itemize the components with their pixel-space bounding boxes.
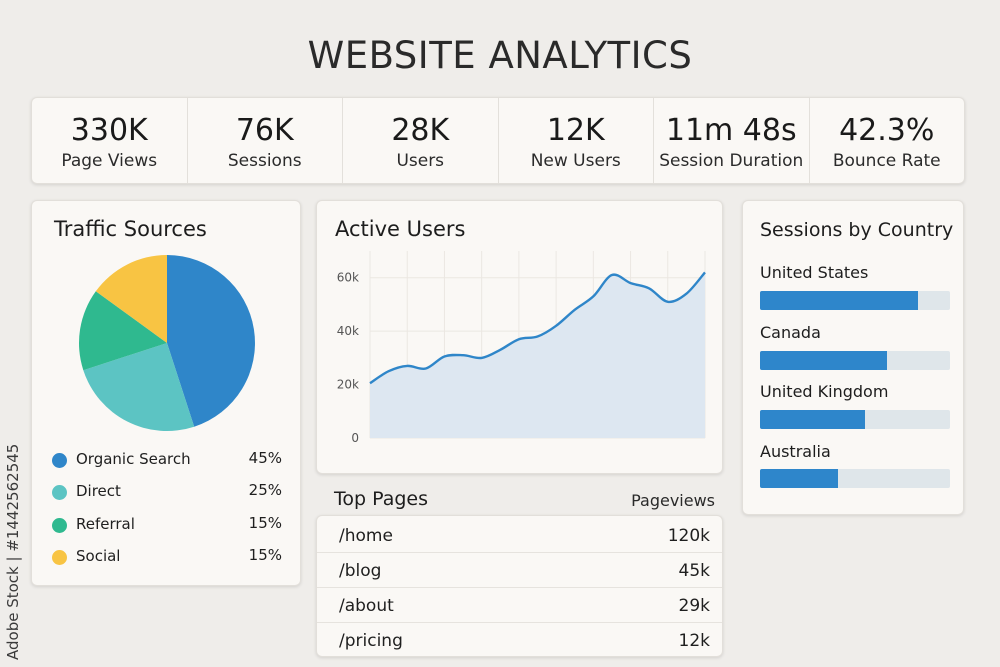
page-title: WEBSITE ANALYTICS <box>307 34 693 77</box>
kpi-page-views[interactable]: 330K Page Views <box>32 98 188 183</box>
traffic-pie-chart <box>79 255 255 431</box>
pie-slice-direct[interactable] <box>83 343 195 431</box>
top-pages-table: /home 120k /blog 45k /about 29k /pricing… <box>316 515 723 657</box>
table-row[interactable]: /blog 45k <box>317 553 722 588</box>
kpi-value: 28K <box>391 113 450 148</box>
country-label: Canada <box>760 323 821 342</box>
page-views: 45k <box>678 561 710 581</box>
traffic-sources-card: Traffic Sources Organic Search 45% Direc… <box>31 200 301 586</box>
legend-percent: 25% <box>248 481 282 499</box>
pie-slice-referral[interactable] <box>79 291 167 371</box>
country-bar-fill <box>760 291 918 310</box>
page-views: 120k <box>667 526 710 546</box>
country-label: United States <box>760 263 869 282</box>
active-users-chart: 0 20k 40k 60k <box>337 251 706 445</box>
kpi-session-duration[interactable]: 11m 48s Session Duration <box>654 98 810 183</box>
legend-item-organic-search[interactable]: Organic Search 45% <box>52 449 282 471</box>
y-tick-label: 40k <box>337 324 359 338</box>
active-users-area <box>370 272 705 438</box>
legend-label: Social <box>76 547 121 565</box>
y-tick-label: 60k <box>337 271 359 285</box>
kpi-label: Bounce Rate <box>832 151 941 171</box>
kpi-value: 11m 48s <box>665 113 797 148</box>
country-bar-united-kingdom[interactable] <box>760 410 950 429</box>
page-path: /home <box>339 526 393 546</box>
country-bar-fill <box>760 410 865 429</box>
legend-swatch <box>52 518 67 533</box>
kpi-label: Page Views <box>61 151 158 171</box>
kpi-new-users[interactable]: 12K New Users <box>499 98 654 183</box>
page-path: /about <box>339 596 394 616</box>
country-bar-fill <box>760 351 888 370</box>
table-row[interactable]: /home 120k <box>317 518 722 553</box>
legend-swatch <box>52 550 67 565</box>
traffic-sources-title: Traffic Sources <box>54 217 207 241</box>
country-bar-united-states[interactable] <box>760 291 950 310</box>
y-tick-label: 20k <box>337 378 359 392</box>
stock-watermark: Adobe Stock | #1442562545 <box>4 443 22 660</box>
country-label: Australia <box>760 442 831 461</box>
sessions-by-country-card: Sessions by Country United States Canada… <box>742 200 964 515</box>
kpi-users[interactable]: 28K Users <box>343 98 499 183</box>
legend-percent: 45% <box>248 449 282 467</box>
top-pages-title: Top Pages <box>334 488 428 510</box>
page-views: 12k <box>678 631 710 651</box>
active-users-card: Active Users 0 20k 40k 60k <box>316 200 723 474</box>
kpi-strip: 330K Page Views 76K Sessions 28K Users 1… <box>31 97 965 184</box>
kpi-label: New Users <box>530 151 621 171</box>
table-row[interactable]: /about 29k <box>317 588 722 623</box>
country-label: United Kingdom <box>760 382 889 401</box>
legend-swatch <box>52 453 67 468</box>
active-users-title: Active Users <box>335 217 466 241</box>
country-bar-fill <box>760 469 838 488</box>
kpi-label: Session Duration <box>659 151 804 171</box>
page-path: /pricing <box>339 631 403 651</box>
pie-slice-social[interactable] <box>95 255 167 343</box>
legend-swatch <box>52 485 67 500</box>
page-path: /blog <box>339 561 382 581</box>
y-tick-label: 0 <box>351 431 359 445</box>
legend-percent: 15% <box>248 546 282 564</box>
legend-label: Organic Search <box>76 450 191 468</box>
legend-item-referral[interactable]: Referral 15% <box>52 514 282 536</box>
legend-percent: 15% <box>248 514 282 532</box>
kpi-value: 76K <box>235 113 294 148</box>
kpi-value: 330K <box>70 113 148 148</box>
pie-slice-organic-search[interactable] <box>167 255 255 427</box>
country-bar-canada[interactable] <box>760 351 950 370</box>
country-bar-australia[interactable] <box>760 469 950 488</box>
page-views: 29k <box>678 596 710 616</box>
legend-label: Referral <box>76 515 135 533</box>
legend-item-direct[interactable]: Direct 25% <box>52 481 282 503</box>
legend-item-social[interactable]: Social 15% <box>52 546 282 568</box>
kpi-bounce-rate[interactable]: 42.3% Bounce Rate <box>810 98 965 183</box>
kpi-value: 42.3% <box>839 113 935 148</box>
kpi-sessions[interactable]: 76K Sessions <box>188 98 343 183</box>
table-row[interactable]: /pricing 12k <box>317 623 722 658</box>
kpi-value: 12K <box>546 113 605 148</box>
kpi-label: Sessions <box>227 151 302 171</box>
kpi-label: Users <box>396 151 445 171</box>
active-users-line[interactable] <box>369 271 706 385</box>
legend-label: Direct <box>76 482 121 500</box>
sessions-by-country-title: Sessions by Country <box>760 219 954 241</box>
pageviews-column-header: Pageviews <box>631 491 715 510</box>
